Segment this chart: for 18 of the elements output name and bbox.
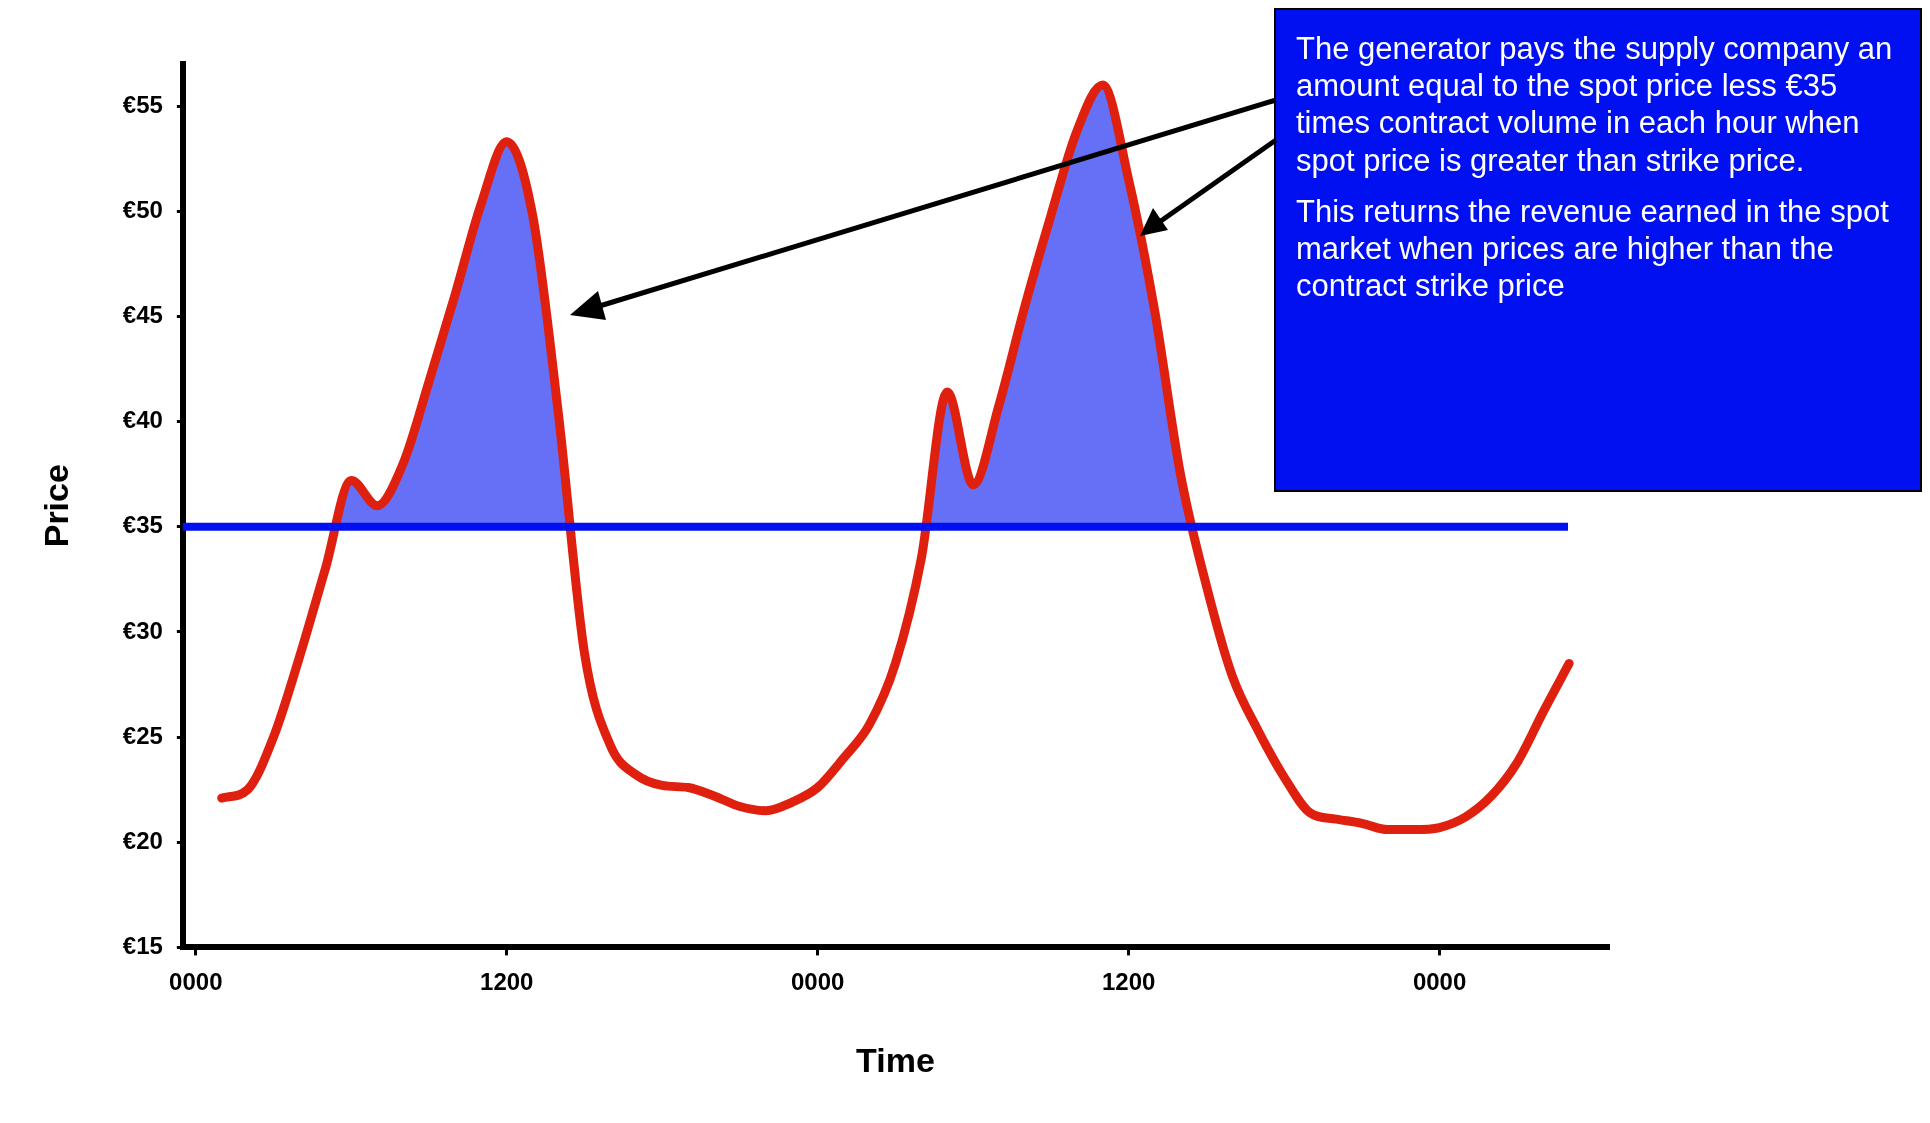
x-tick-label: 0000	[169, 968, 223, 996]
x-tick-label: 0000	[1412, 968, 1467, 996]
y-tick-label: €20	[122, 826, 163, 854]
x-tick-label: 0000	[790, 968, 845, 996]
x-tick-label: 1200	[1101, 968, 1156, 996]
x-axis-title: Time	[856, 1040, 935, 1079]
y-axis-title: Price	[36, 464, 75, 548]
y-tick-label: €50	[122, 195, 163, 223]
x-tick-label: 1200	[480, 968, 534, 996]
y-tick-label: €40	[122, 406, 163, 434]
annotation: This returns the revenue earned in the spot market when prices are higher than the contract strike price	[1296, 192, 1890, 305]
y-tick-label: €55	[122, 90, 163, 118]
y-tick-label: €15	[122, 932, 163, 960]
y-tick-label: €45	[122, 301, 163, 329]
y-tick-label: €30	[122, 616, 163, 644]
y-tick-label: €35	[122, 511, 163, 539]
y-tick-label: €25	[122, 721, 163, 749]
annotation: The generator pays the supply company an amount equal to the spot price less €35 times contract volume in each hour when spot price is greater than strike price.	[1296, 30, 1894, 179]
